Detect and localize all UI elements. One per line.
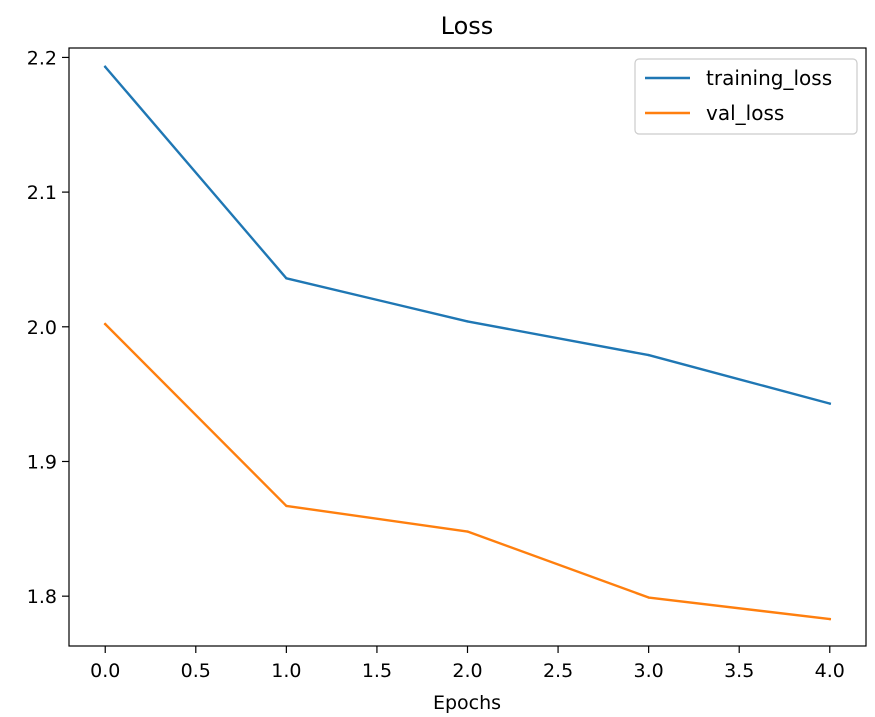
y-axis-ticks: 1.8 1.9 2.0 2.1 2.2 xyxy=(27,47,69,608)
legend: training_loss val_loss xyxy=(634,58,858,135)
data-point-training-loss xyxy=(104,65,107,69)
x-tick-label: 4.0 xyxy=(815,660,845,682)
data-point-val-loss xyxy=(104,322,107,326)
x-tick-label: 0.5 xyxy=(181,660,211,682)
data-point-val-loss xyxy=(647,596,650,599)
data-point-val-loss xyxy=(285,504,288,508)
x-tick-label: 2.5 xyxy=(543,660,573,682)
x-tick-label: 3.5 xyxy=(724,660,754,682)
legend-label-val-loss: val_loss xyxy=(706,101,784,125)
y-tick-label: 2.1 xyxy=(27,182,57,204)
x-axis-label: Epochs xyxy=(433,692,501,714)
y-tick-label: 2.0 xyxy=(27,317,57,339)
y-tick-label: 2.2 xyxy=(27,47,57,69)
data-point-training-loss xyxy=(285,277,288,280)
data-point-training-loss xyxy=(828,402,831,405)
chart-title: Loss xyxy=(441,12,494,40)
x-tick-label: 1.5 xyxy=(362,660,392,682)
y-tick-label: 1.9 xyxy=(27,451,57,473)
series-layer xyxy=(103,65,832,621)
legend-label-training-loss: training_loss xyxy=(706,66,832,90)
x-axis-ticks: 0.0 0.5 1.0 1.5 2.0 2.5 3.0 3.5 4.0 xyxy=(90,646,845,682)
x-tick-label: 0.0 xyxy=(90,660,120,682)
legend-box xyxy=(634,58,858,135)
data-point-training-loss xyxy=(647,353,650,357)
x-tick-label: 1.0 xyxy=(271,660,301,682)
data-point-val-loss xyxy=(828,617,831,621)
data-point-val-loss xyxy=(466,530,469,533)
y-tick-label: 1.8 xyxy=(27,586,57,608)
x-tick-label: 2.0 xyxy=(452,660,482,682)
data-point-training-loss xyxy=(466,320,469,323)
x-tick-label: 3.0 xyxy=(634,660,664,682)
